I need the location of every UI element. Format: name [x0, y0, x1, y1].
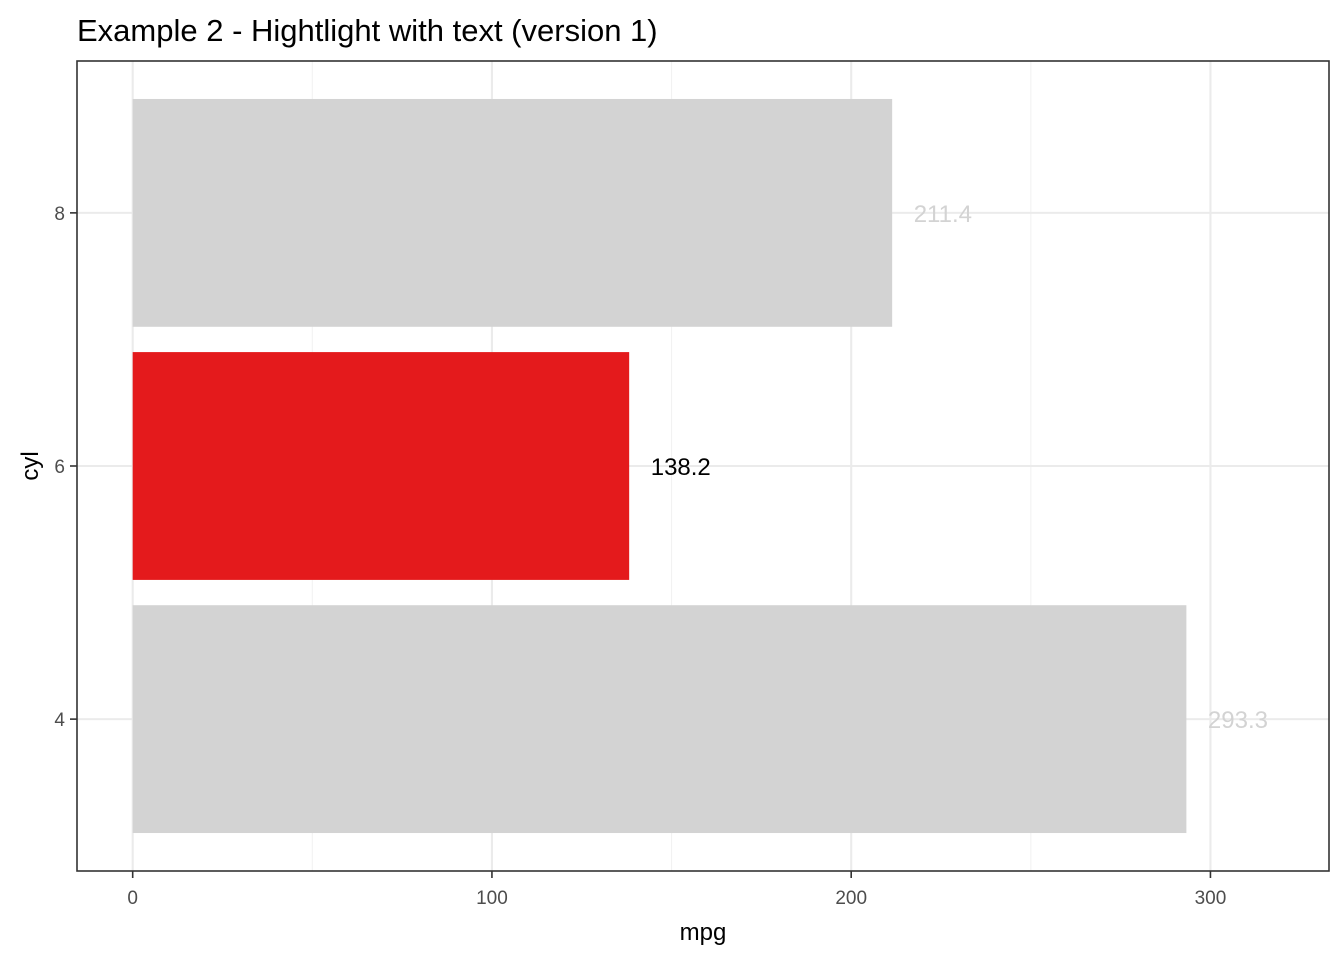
plot-panel: 293.3 138.2 211.4 0 100 200 300 4 6 8	[54, 60, 1330, 909]
bar-highlighted	[132, 352, 630, 580]
x-tick-label: 100	[476, 888, 508, 909]
value-label: 211.4	[914, 201, 972, 228]
chart-title: Example 2 - Hightlight with text (versio…	[77, 13, 658, 48]
bar	[132, 98, 893, 327]
bar	[132, 605, 1187, 834]
x-tick-label: 0	[127, 888, 138, 909]
y-tick-label: 4	[54, 710, 65, 731]
x-tick-label: 200	[835, 888, 867, 909]
x-tick-label: 300	[1195, 888, 1227, 909]
value-label: 293.3	[1208, 707, 1268, 734]
x-axis-title: mpg	[680, 919, 727, 946]
value-label-highlighted: 138.2	[651, 454, 711, 481]
y-axis-title: cyl	[17, 451, 44, 480]
y-tick-label: 6	[54, 457, 65, 478]
y-tick-label: 8	[54, 204, 65, 225]
